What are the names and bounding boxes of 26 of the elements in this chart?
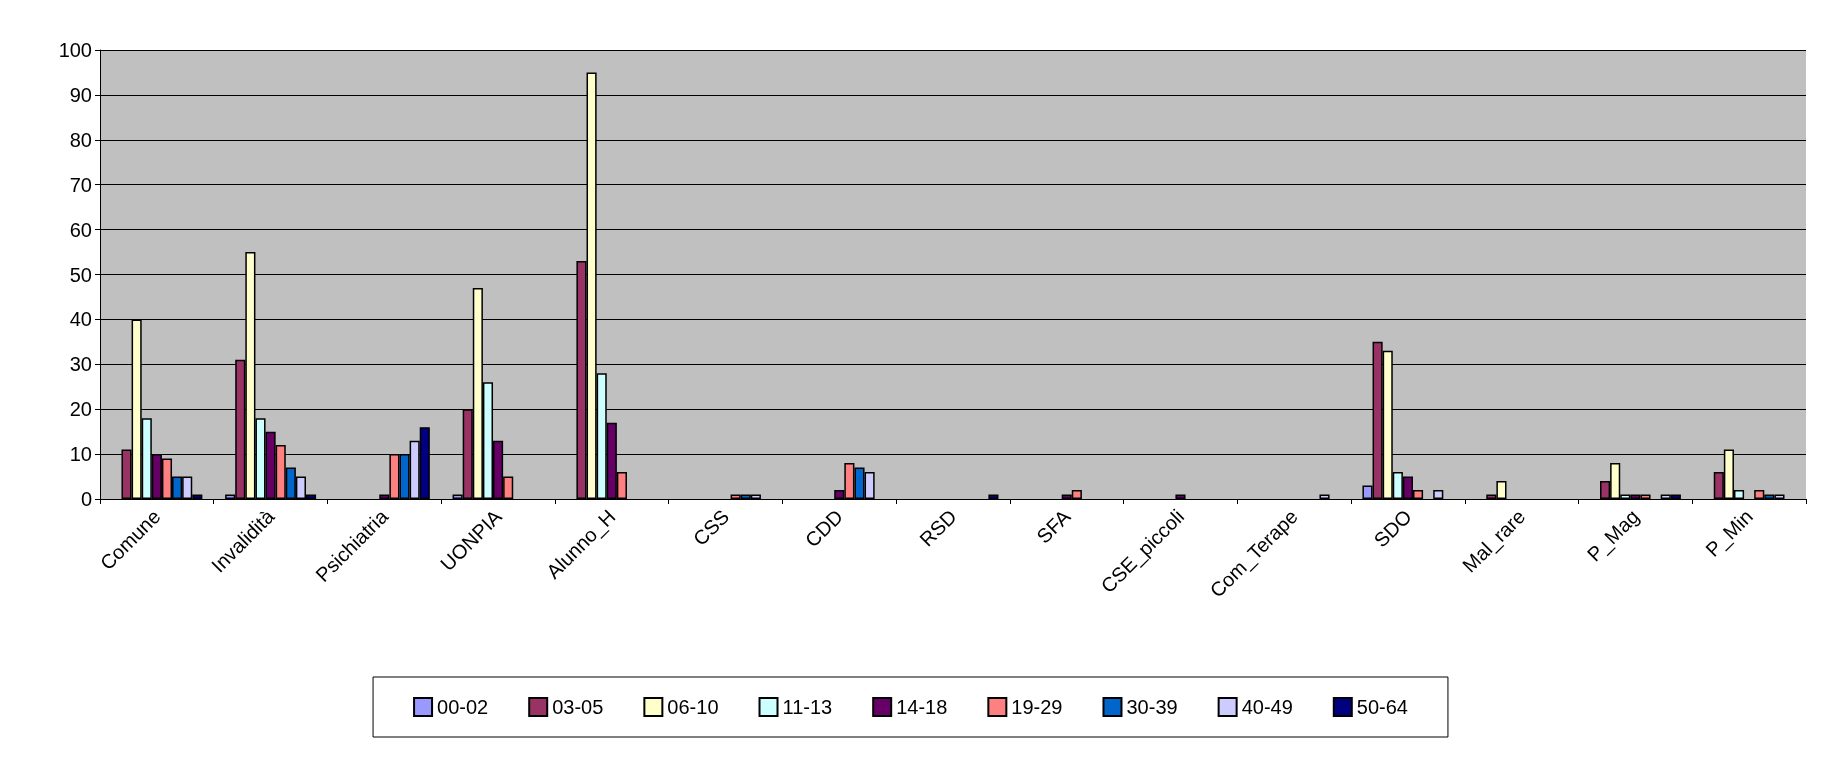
y-tick-label: 20 bbox=[69, 398, 92, 421]
bar bbox=[1175, 494, 1186, 499]
legend-label: 00-02 bbox=[437, 696, 489, 718]
y-tick-label: 40 bbox=[69, 308, 92, 331]
bar bbox=[1319, 494, 1330, 499]
legend-label: 30-39 bbox=[1126, 696, 1178, 718]
y-tick-label: 50 bbox=[69, 263, 92, 286]
legend-label: 06-10 bbox=[667, 696, 719, 718]
x-tick-label: SFA bbox=[1032, 504, 1075, 548]
legend-label: 19-29 bbox=[1011, 696, 1063, 718]
y-tick-label: 10 bbox=[69, 443, 92, 466]
y-tick-label: 100 bbox=[58, 39, 92, 61]
y-tick-label: 70 bbox=[69, 173, 92, 196]
y-tick-label: 60 bbox=[69, 218, 92, 241]
legend-label: 50-64 bbox=[1356, 696, 1408, 718]
bar bbox=[988, 494, 999, 499]
y-tick-label: 80 bbox=[69, 128, 92, 151]
x-tick-label: CSS bbox=[688, 505, 734, 550]
y-tick-label: 30 bbox=[69, 353, 92, 376]
legend-label: 40-49 bbox=[1241, 696, 1293, 718]
y-tick-label: 90 bbox=[69, 83, 92, 106]
y-tick-label: 0 bbox=[80, 488, 92, 510]
bar bbox=[1433, 490, 1444, 499]
legend-label: 03-05 bbox=[552, 696, 604, 718]
legend-label: 14-18 bbox=[896, 696, 948, 718]
legend-label: 11-13 bbox=[782, 696, 833, 718]
